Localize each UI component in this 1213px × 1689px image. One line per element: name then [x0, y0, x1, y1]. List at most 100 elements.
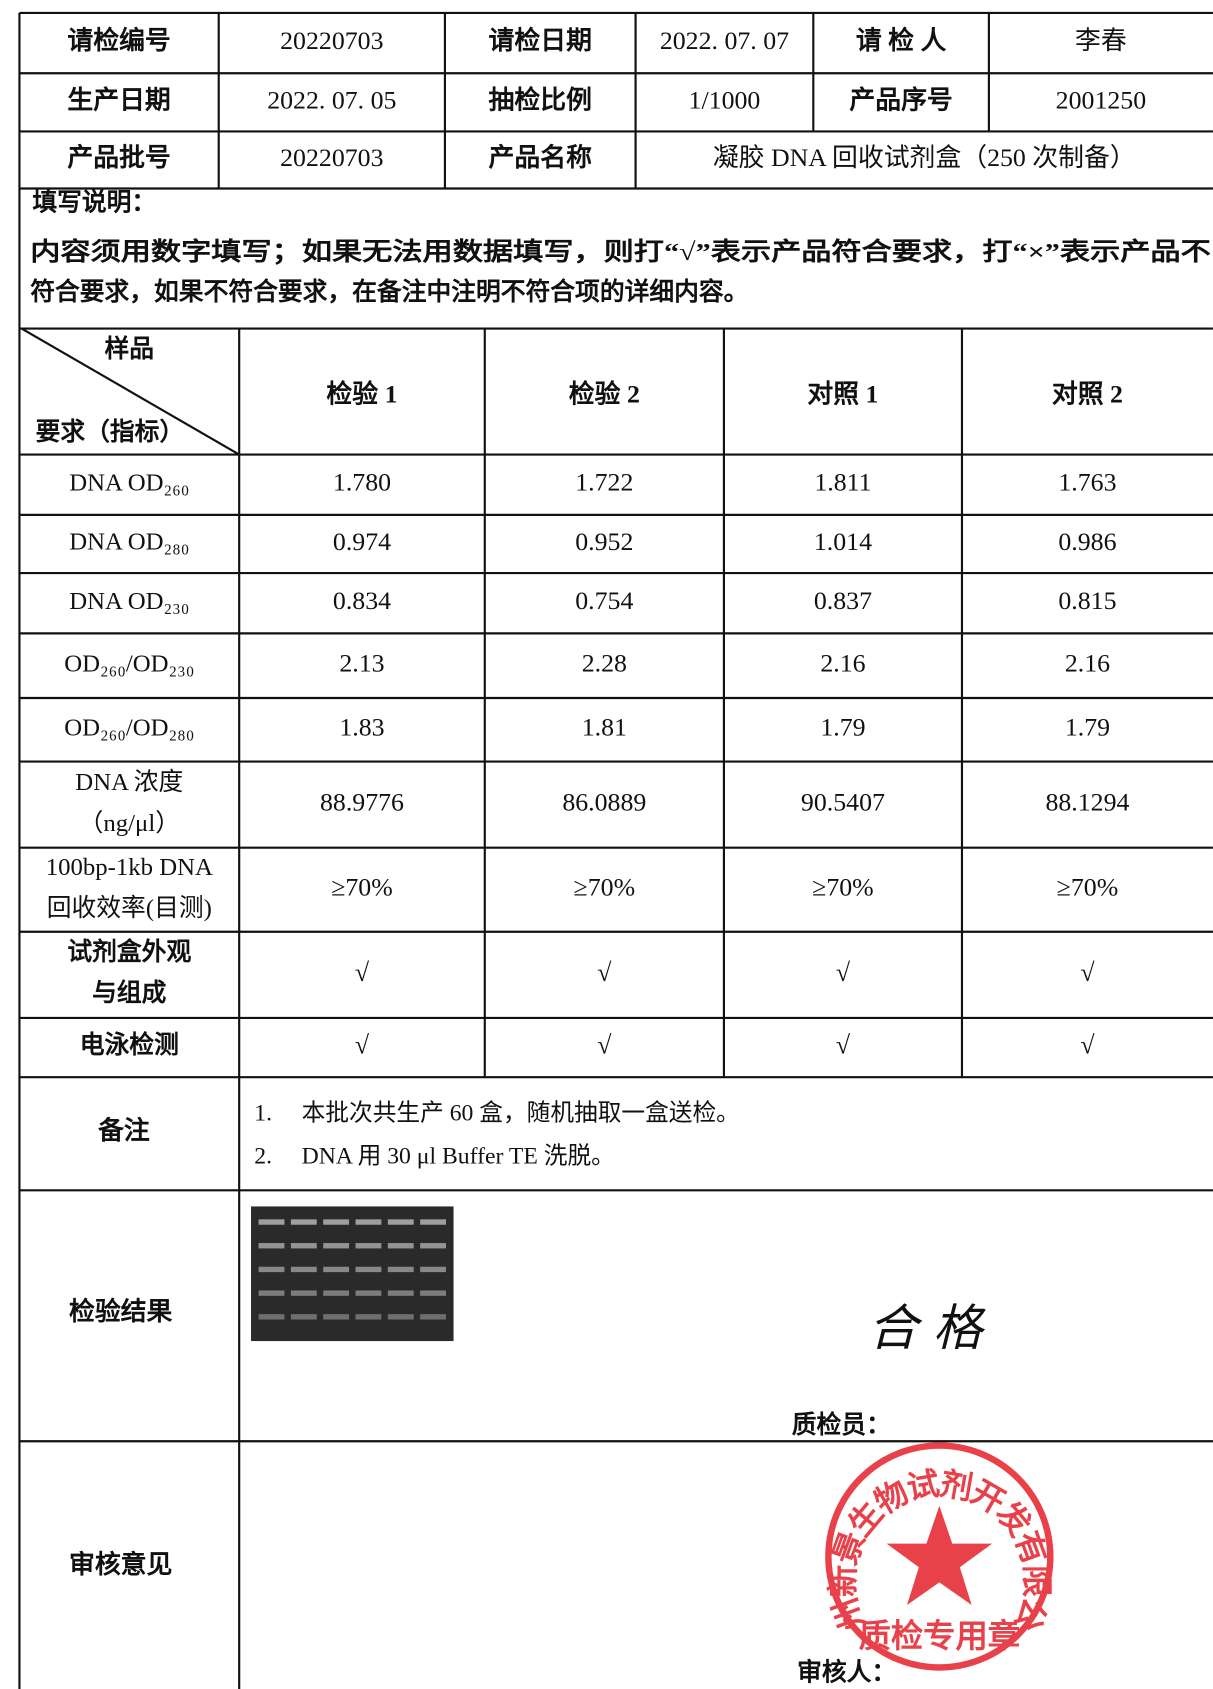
cell-value: 1.014: [814, 527, 872, 556]
table-lines: [18, 11, 1213, 1689]
cell-value: 2.13: [339, 649, 384, 678]
cell-value: ≥70%: [1057, 873, 1119, 902]
remark-text: DNA 用 30 μl Buffer TE 洗脱。: [302, 1142, 615, 1169]
header-label: 请 检 人: [856, 25, 947, 55]
cell-value: ≥70%: [331, 873, 393, 902]
gel-band: [258, 1243, 285, 1249]
header-value: 凝胶 DNA 回收试剂盒（250 次制备）: [713, 143, 1136, 172]
gel-band: [290, 1243, 317, 1249]
cell-value: √: [836, 1030, 851, 1059]
gel-band: [420, 1290, 447, 1296]
gel-band: [290, 1290, 317, 1296]
cell-value: 0.974: [333, 527, 391, 556]
corner-bottom: 要求（指标）: [36, 417, 185, 446]
cell-value: 1.763: [1058, 468, 1116, 497]
rule: [21, 327, 240, 456]
header-label: 请检编号: [67, 25, 170, 55]
result-label: 检验结果: [69, 1296, 173, 1326]
cell-value: ≥70%: [574, 873, 636, 902]
row-label: 电泳检测: [80, 1030, 179, 1059]
cell-value: √: [597, 1030, 612, 1059]
cell-value: 1.81: [582, 713, 627, 742]
row-label: DNA OD₂₃₀: [69, 588, 189, 615]
row-label: OD₂₆₀/OD₂₃₀: [64, 650, 194, 677]
gel-band: [387, 1266, 414, 1273]
header-value: 李春: [1075, 26, 1127, 55]
cell-value: 88.1294: [1045, 788, 1129, 817]
cell-value: 0.754: [575, 586, 633, 615]
gel-band: [420, 1243, 447, 1249]
gel-band: [258, 1314, 285, 1320]
conclusion: 合格: [868, 1301, 997, 1356]
column-header: 检验 2: [569, 378, 640, 408]
inspector-label: 质检员：: [792, 1410, 891, 1439]
cell-value: 0.837: [814, 586, 872, 615]
row-label: OD₂₆₀/OD₂₈₀: [64, 714, 194, 741]
cell-value: √: [1080, 958, 1095, 987]
cell-value: 0.815: [1058, 586, 1116, 615]
gel-band: [355, 1266, 382, 1273]
gel-band: [387, 1290, 414, 1296]
instructions-line: 内容须用数字填写；如果无法用数据填写，则打“√”表示产品符合要求，打“×”表示产…: [30, 237, 1211, 266]
cell-value: 2.16: [820, 649, 865, 678]
cell-value: √: [597, 958, 612, 987]
row-label: 回收效率(目测): [47, 894, 212, 922]
cell-value: 2.28: [582, 649, 627, 678]
cell-value: 0.986: [1058, 527, 1116, 556]
header-label: 产品批号: [67, 143, 170, 172]
remarks-label: 备注: [97, 1115, 150, 1145]
header-value: 2022. 07. 05: [267, 85, 396, 114]
header-value: 1/1000: [689, 85, 761, 114]
gel-photo: [251, 1206, 454, 1342]
cell-value: 1.83: [339, 713, 384, 742]
gel-band: [355, 1243, 382, 1249]
header-label: 生产日期: [67, 85, 170, 114]
remark-number: 1.: [254, 1100, 272, 1126]
row-label: 试剂盒外观: [67, 937, 191, 966]
gel-band: [290, 1219, 317, 1225]
row-label: DNA OD₂₈₀: [69, 529, 189, 556]
cell-value: √: [836, 958, 851, 987]
gel-band: [323, 1314, 350, 1320]
cell-value: √: [355, 1030, 370, 1059]
gel-band: [290, 1266, 317, 1273]
gel-band: [323, 1290, 350, 1296]
column-header: 检验 1: [326, 378, 397, 408]
cell-value: 1.79: [820, 713, 865, 742]
row-label: 与组成: [92, 979, 167, 1007]
reviewer-label: 审核人：: [797, 1658, 896, 1687]
row-label: （ng/μl）: [79, 809, 180, 837]
gel-band: [355, 1314, 382, 1320]
cell-value: 1.811: [814, 468, 871, 497]
stamp-purpose: 质检专用章: [859, 1618, 1021, 1654]
row-label: DNA OD₂₆₀: [69, 469, 189, 496]
header-label: 抽检比例: [489, 84, 592, 114]
header-value: 2001250: [1056, 85, 1146, 114]
gel-band: [420, 1314, 447, 1320]
header-value: 2022. 07. 07: [660, 26, 789, 55]
cell-value: 1.780: [333, 468, 391, 497]
gel-band: [355, 1219, 382, 1225]
corner-top: 样品: [105, 334, 155, 363]
cell-value: 0.952: [575, 527, 633, 556]
gel-band: [387, 1243, 414, 1249]
gel-band: [258, 1219, 285, 1225]
column-header: 对照 1: [807, 379, 878, 408]
gel-band: [258, 1266, 285, 1273]
column-header: 对照 2: [1052, 379, 1123, 408]
remark-number: 2.: [254, 1143, 272, 1169]
gel-band: [420, 1266, 447, 1273]
gel-band: [420, 1219, 447, 1225]
cell-value: 0.834: [333, 586, 391, 615]
row-label: 100bp-1kb DNA: [46, 854, 213, 881]
cell-value: ≥70%: [812, 873, 874, 902]
cell-value: 90.5407: [801, 788, 885, 817]
cell-value: 1.722: [575, 468, 633, 497]
header-label: 产品名称: [489, 142, 593, 172]
stamp-ring: [825, 1442, 1054, 1671]
cell-value: 88.9776: [320, 788, 404, 817]
header-label: 产品序号: [849, 84, 952, 114]
